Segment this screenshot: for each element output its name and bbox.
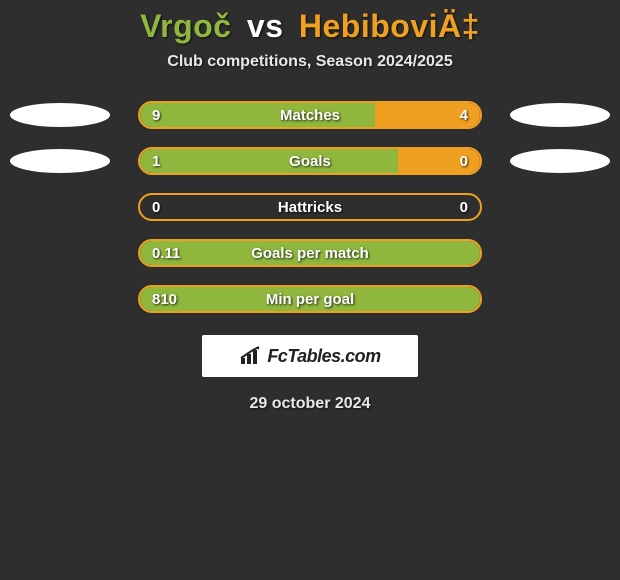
player2-avatar [510, 103, 610, 127]
stat-bar: 0.11Goals per match [138, 239, 482, 267]
player1-name: Vrgoč [140, 8, 231, 44]
stat-right-value: 0 [460, 195, 468, 219]
player2-avatar [510, 149, 610, 173]
page-title: Vrgoč vs HebiboviÄ‡ [140, 8, 480, 45]
chart-icon [239, 346, 263, 366]
stat-label: Goals [140, 149, 480, 173]
stat-bar: 1Goals0 [138, 147, 482, 175]
vs-label: vs [247, 8, 284, 44]
stat-row: 810Min per goal [0, 285, 620, 313]
date-label: 29 october 2024 [250, 395, 371, 413]
logo-text: FcTables.com [267, 346, 380, 367]
subtitle: Club competitions, Season 2024/2025 [167, 53, 452, 71]
stat-rows: 9Matches41Goals00Hattricks00.11Goals per… [0, 101, 620, 313]
stat-right-value: 0 [460, 149, 468, 173]
stat-row: 0.11Goals per match [0, 239, 620, 267]
stat-bar: 9Matches4 [138, 101, 482, 129]
player1-avatar [10, 103, 110, 127]
stat-label: Goals per match [140, 241, 480, 265]
stat-row: 0Hattricks0 [0, 193, 620, 221]
stat-row: 9Matches4 [0, 101, 620, 129]
comparison-widget: Vrgoč vs HebiboviÄ‡ Club competitions, S… [0, 0, 620, 580]
player2-name: HebiboviÄ‡ [299, 8, 480, 44]
fctables-logo[interactable]: FcTables.com [202, 335, 418, 377]
stat-label: Hattricks [140, 195, 480, 219]
stat-label: Matches [140, 103, 480, 127]
stat-bar: 810Min per goal [138, 285, 482, 313]
stat-label: Min per goal [140, 287, 480, 311]
player1-avatar [10, 149, 110, 173]
stat-right-value: 4 [460, 103, 468, 127]
stat-bar: 0Hattricks0 [138, 193, 482, 221]
stat-row: 1Goals0 [0, 147, 620, 175]
